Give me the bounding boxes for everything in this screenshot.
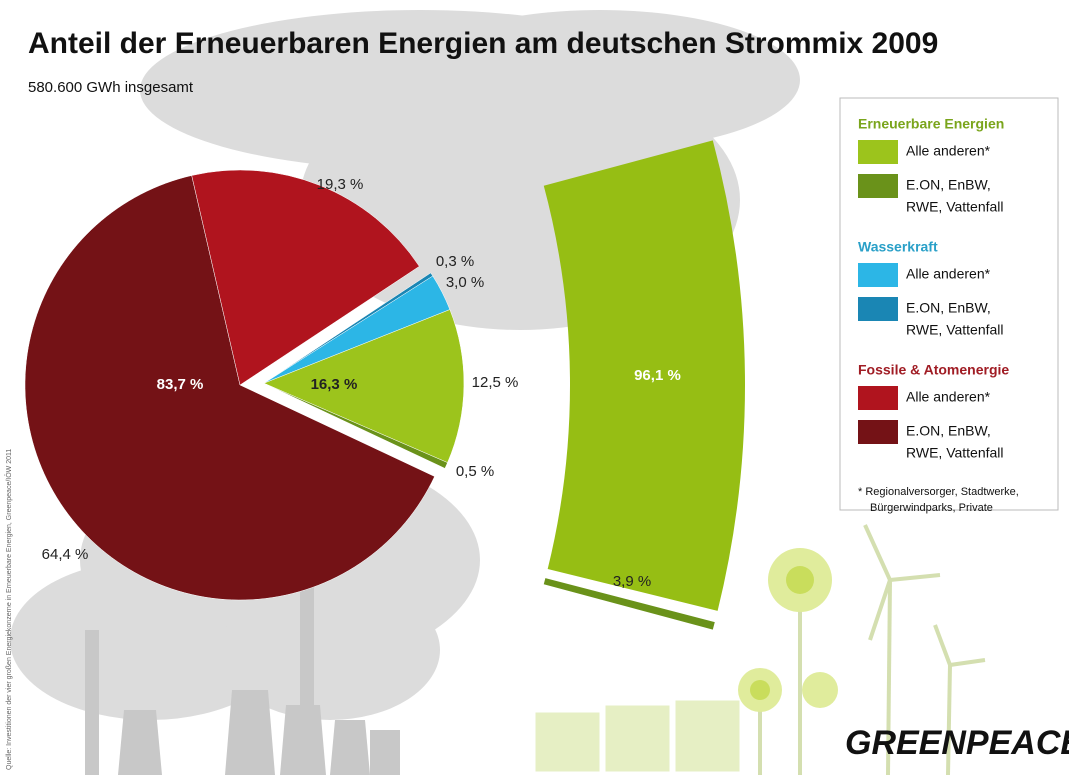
segment-label: 3,9 % (613, 573, 651, 590)
legend-label: E.ON, EnBW, (906, 423, 991, 439)
subtitle: 580.600 GWh insgesamt (28, 79, 194, 96)
slice-label: 0,3 % (436, 253, 474, 270)
legend-swatch (858, 420, 898, 444)
legend-label: Alle anderen* (906, 266, 991, 282)
legend-swatch (858, 174, 898, 198)
slice-label: 12,5 % (472, 374, 519, 391)
legend-label: RWE, Vattenfall (906, 322, 1004, 338)
legend-group-title: Wasserkraft (858, 239, 938, 255)
group-label: 16,3 % (311, 376, 358, 393)
slice-label: 0,5 % (456, 463, 494, 480)
legend-footnote: Bürgerwindparks, Private (870, 502, 993, 514)
slice-label: 3,0 % (446, 274, 484, 291)
legend-swatch (858, 263, 898, 287)
legend: Erneuerbare Energien Alle anderen* E.ON, E… (840, 98, 1058, 514)
infographic: Anteil der Erneuerbaren Energien am deut… (0, 0, 1069, 775)
group-label: 83,7 % (157, 376, 204, 393)
legend-swatch (858, 386, 898, 410)
slice-label: 19,3 % (317, 176, 364, 193)
legend-label: RWE, Vattenfall (906, 445, 1004, 461)
title: Anteil der Erneuerbaren Energien am deut… (28, 27, 938, 60)
legend-footnote: * Regionalversorger, Stadtwerke, (858, 486, 1019, 498)
legend-label: Alle anderen* (906, 389, 991, 405)
legend-label: Alle anderen* (906, 143, 991, 159)
legend-label: E.ON, EnBW, (906, 300, 991, 316)
legend-group-title: Fossile & Atomenergie (858, 362, 1009, 378)
legend-group-title: Erneuerbare Energien (858, 116, 1004, 132)
source: Quelle: Investitionen der vier großen En… (5, 449, 13, 770)
legend-label: RWE, Vattenfall (906, 199, 1004, 215)
logo: GREENPEACE (845, 724, 1069, 762)
legend-swatch (858, 297, 898, 321)
legend-label: E.ON, EnBW, (906, 177, 991, 193)
legend-swatch (858, 140, 898, 164)
slice-label: 64,4 % (42, 546, 89, 563)
segment-label: 96,1 % (634, 367, 681, 384)
